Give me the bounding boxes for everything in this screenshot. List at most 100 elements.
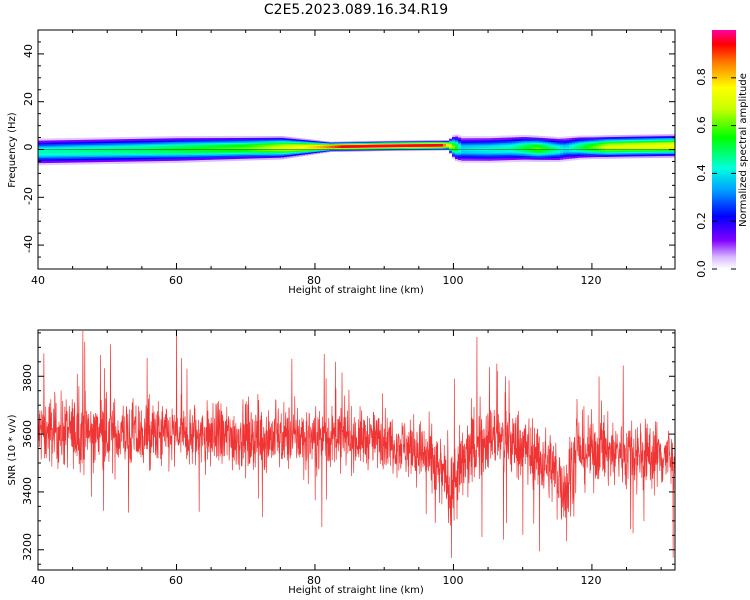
spectrogram-panel: 40 20 0 -20 -40 40 60 80 100 120 Height …: [7, 29, 676, 296]
heatmap-core: [113, 149, 117, 152]
heatmap-core: [140, 148, 144, 152]
heatmap-core: [578, 146, 582, 149]
heatmap-core: [242, 147, 246, 150]
heatmap-core: [611, 145, 615, 149]
heatmap-core: [47, 150, 51, 154]
xtick-label: 80: [307, 574, 321, 587]
heatmap-core: [419, 144, 423, 147]
heatmap-core: [650, 144, 654, 148]
heatmap-core: [122, 149, 126, 152]
heatmap-core: [305, 145, 309, 149]
heatmap-core: [251, 146, 255, 150]
heatmap-core: [107, 149, 111, 152]
heatmap-core: [452, 145, 456, 149]
heatmap-core: [596, 145, 600, 149]
heatmap-core: [248, 146, 252, 150]
heatmap-core: [404, 144, 408, 147]
heatmap-core: [635, 145, 639, 148]
heatmap-core: [287, 146, 291, 149]
xtick-label: 60: [169, 574, 183, 587]
heatmap-core: [65, 150, 69, 153]
heatmap-core: [545, 147, 549, 151]
heatmap-core: [362, 144, 366, 148]
heatmap-core: [569, 147, 573, 150]
heatmap-core: [221, 147, 225, 151]
heatmap-core: [623, 145, 627, 149]
heatmap-core: [599, 145, 603, 149]
heatmap-core: [41, 150, 45, 154]
heatmap-core: [377, 144, 381, 148]
heatmap-core: [131, 148, 135, 152]
heatmap-core: [98, 149, 102, 153]
heatmap-core: [581, 146, 585, 149]
heatmap-core: [617, 145, 621, 149]
spectrogram-xticklabels: 40 60 80 100 120: [31, 274, 602, 287]
heatmap-core: [668, 144, 672, 148]
snr-ticks: [37, 330, 675, 570]
heatmap-core: [143, 148, 147, 152]
heatmap-core: [353, 145, 357, 148]
ytick-label: 3600: [21, 420, 34, 448]
xtick-label: 120: [581, 274, 602, 287]
spectrogram-yticklabels: 40 20 0 -20 -40: [22, 44, 35, 253]
heatmap-core: [62, 150, 66, 153]
heatmap-core: [587, 146, 591, 149]
heatmap-core: [302, 146, 306, 149]
heatmap-core: [86, 149, 90, 153]
heatmap-core: [638, 145, 642, 148]
heatmap-core: [413, 144, 417, 147]
xtick-label: 120: [581, 574, 602, 587]
colorbar-tick-label: 0.6: [695, 116, 708, 134]
heatmap-core: [539, 147, 543, 151]
xtick-label: 100: [443, 574, 464, 587]
heatmap-core: [398, 144, 402, 148]
heatmap-core: [455, 146, 459, 150]
heatmap-core: [218, 147, 222, 151]
heatmap-core: [335, 145, 339, 149]
heatmap-core: [593, 145, 597, 149]
ytick-label: 3200: [21, 533, 34, 561]
heatmap-core: [263, 146, 267, 150]
heatmap-core: [236, 147, 240, 150]
heatmap-core: [50, 150, 54, 153]
heatmap-core: [224, 147, 228, 150]
ytick-label: 20: [22, 92, 35, 106]
heatmap-core: [272, 146, 276, 150]
heatmap-core: [290, 146, 294, 149]
heatmap-core: [608, 145, 612, 149]
heatmap-core: [311, 145, 315, 149]
heatmap-core: [563, 147, 567, 151]
heatmap-core: [323, 145, 327, 149]
heatmap-core: [359, 145, 363, 148]
heatmap-core: [329, 145, 333, 149]
heatmap-core: [389, 144, 393, 148]
heatmap-core: [665, 144, 669, 148]
heatmap-core: [530, 147, 534, 150]
heatmap-core: [80, 149, 84, 153]
snr-yticklabels: 3800 3600 3400 3200: [21, 364, 34, 561]
spectrogram-ylabel: Frequency (Hz): [7, 112, 18, 188]
heatmap-core: [281, 146, 285, 149]
heatmap-core: [431, 144, 435, 147]
heatmap-core: [278, 146, 282, 150]
heatmap-core: [521, 147, 525, 150]
ytick-label: 3400: [21, 477, 34, 505]
heatmap-core: [401, 144, 405, 148]
xtick-label: 60: [169, 274, 183, 287]
heatmap-core: [110, 149, 114, 152]
xtick-label: 100: [443, 274, 464, 287]
ytick-label: 0: [22, 144, 35, 151]
heatmap-core: [212, 147, 216, 151]
heatmap-core: [347, 145, 351, 148]
heatmap-core: [500, 147, 504, 151]
heatmap-core: [149, 148, 153, 152]
heatmap-core: [260, 146, 264, 150]
heatmap-core: [74, 149, 78, 153]
snr-xticklabels: 40 60 80 100 120: [31, 574, 602, 587]
heatmap-core: [257, 146, 261, 150]
heatmap-core: [509, 147, 513, 151]
heatmap-core: [53, 150, 57, 153]
heatmap-core: [356, 145, 360, 148]
heatmap-core: [518, 147, 522, 150]
